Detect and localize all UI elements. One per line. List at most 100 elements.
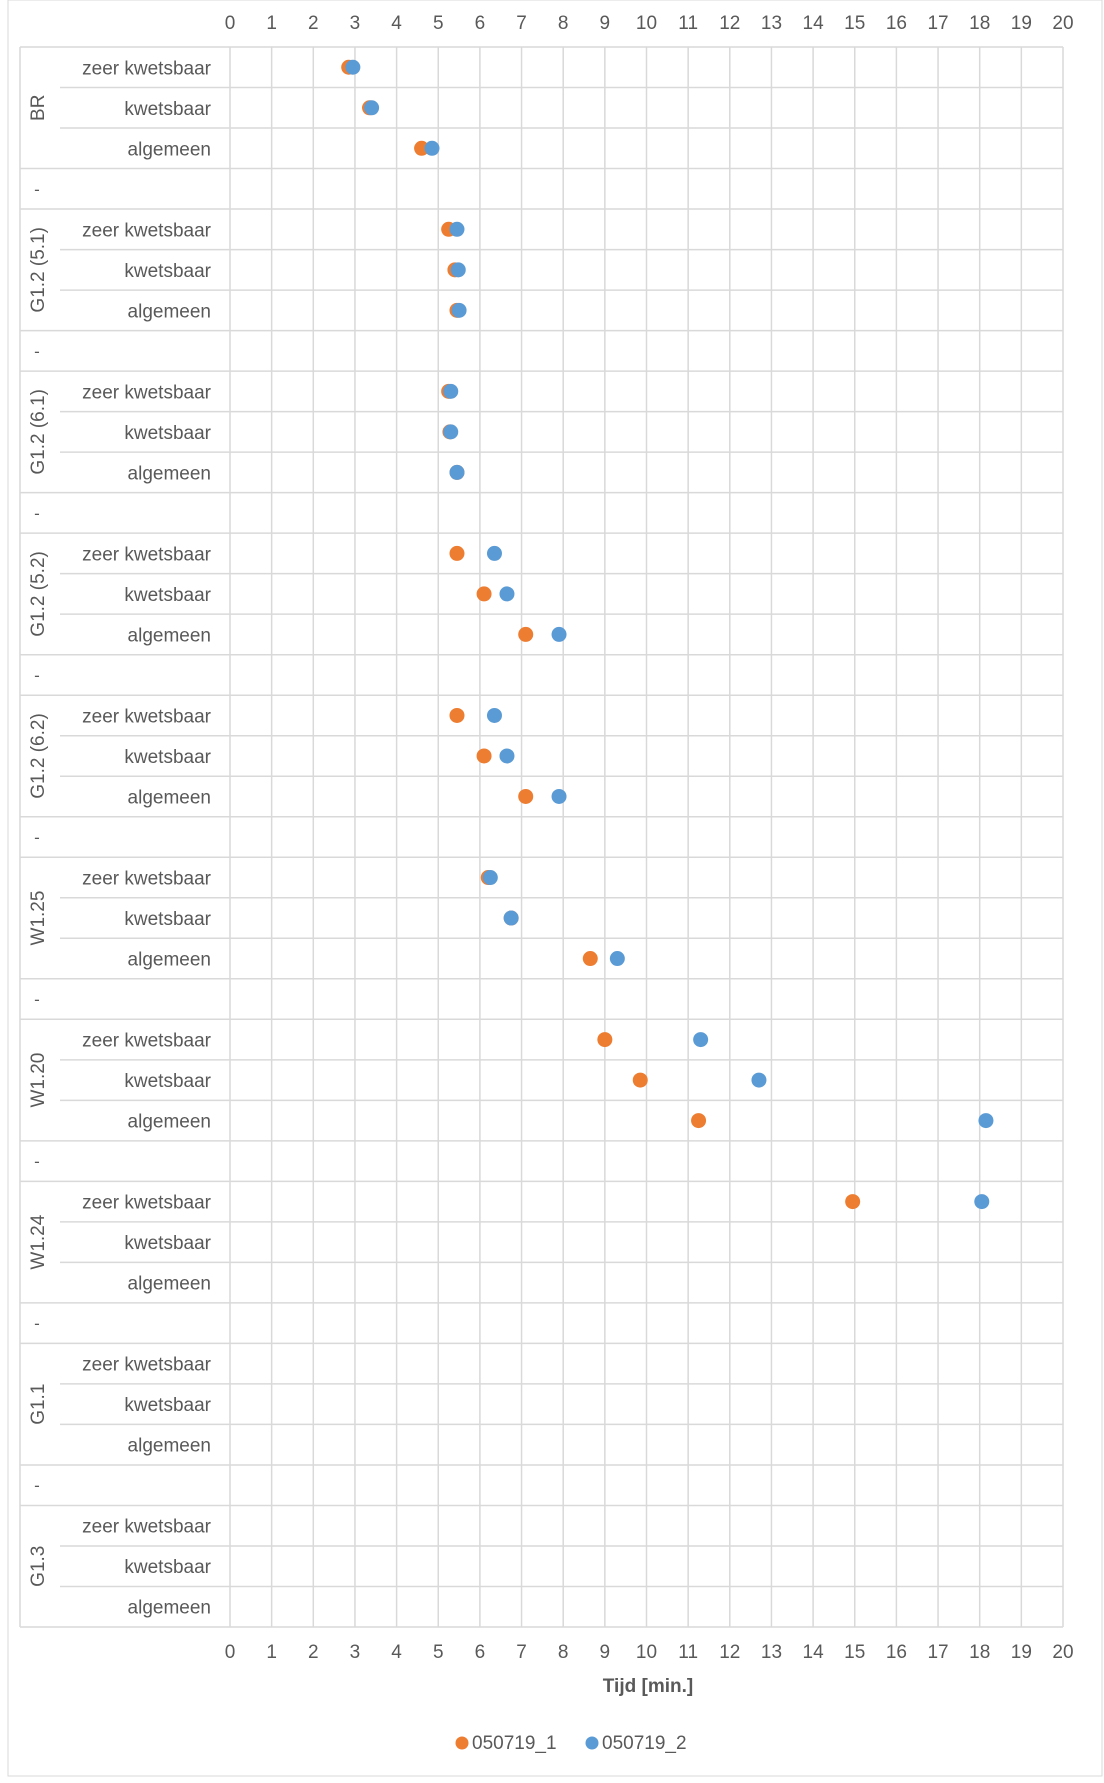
row-label: algemeen bbox=[128, 950, 211, 971]
data-point-050719_1 bbox=[518, 626, 534, 642]
data-point-050719_2 bbox=[450, 262, 466, 278]
separator-label: - bbox=[34, 180, 40, 199]
row-label: zeer kwetsbaar bbox=[82, 544, 212, 565]
x-tick-label-top: 5 bbox=[433, 13, 444, 34]
row-label: algemeen bbox=[128, 463, 211, 484]
legend-marker-050719_2 bbox=[585, 1736, 599, 1750]
row-label: zeer kwetsbaar bbox=[82, 869, 212, 890]
data-point-050719_1 bbox=[476, 748, 492, 764]
data-point-050719_2 bbox=[751, 1072, 767, 1088]
group-label: G1.3 bbox=[28, 1546, 49, 1587]
x-axis-title: Tijd [min.] bbox=[603, 1676, 693, 1697]
x-tick-label-bottom: 13 bbox=[761, 1642, 782, 1663]
x-tick-label-bottom: 7 bbox=[516, 1642, 527, 1663]
group-label: G1.1 bbox=[28, 1384, 49, 1425]
separator-label: - bbox=[34, 504, 40, 523]
x-tick-label-top: 19 bbox=[1011, 13, 1032, 34]
separator-label: - bbox=[34, 1314, 40, 1333]
data-points bbox=[341, 59, 994, 1210]
row-label: kwetsbaar bbox=[124, 747, 211, 768]
x-tick-label-top: 0 bbox=[225, 13, 236, 34]
separator-label: - bbox=[34, 1476, 40, 1495]
x-tick-label-top: 10 bbox=[636, 13, 657, 34]
data-point-050719_1 bbox=[597, 1032, 613, 1048]
legend-marker-050719_1 bbox=[455, 1736, 469, 1750]
row-label: algemeen bbox=[128, 301, 211, 322]
x-tick-label-bottom: 20 bbox=[1052, 1642, 1073, 1663]
x-tick-label-top: 8 bbox=[558, 13, 569, 34]
separator-label: - bbox=[34, 828, 40, 847]
data-point-050719_1 bbox=[449, 545, 465, 561]
data-point-050719_2 bbox=[499, 748, 515, 764]
separator-label: - bbox=[34, 1152, 40, 1171]
row-label: kwetsbaar bbox=[124, 261, 211, 282]
data-point-050719_2 bbox=[443, 383, 459, 399]
row-label: kwetsbaar bbox=[124, 909, 211, 930]
data-point-050719_2 bbox=[449, 464, 465, 480]
group-label: W1.25 bbox=[28, 891, 49, 946]
x-tick-label-top: 11 bbox=[678, 13, 698, 34]
data-point-050719_2 bbox=[443, 424, 459, 440]
x-tick-label-top: 15 bbox=[844, 13, 865, 34]
x-tick-label-bottom: 5 bbox=[433, 1642, 444, 1663]
row-label: kwetsbaar bbox=[124, 99, 211, 120]
group-label: G1.2 (6.1) bbox=[28, 389, 49, 475]
data-point-050719_2 bbox=[499, 586, 515, 602]
group-label: G1.2 (6.2) bbox=[28, 713, 49, 799]
data-point-050719_2 bbox=[451, 302, 467, 318]
group-label: G1.2 (5.1) bbox=[28, 227, 49, 313]
x-tick-label-bottom: 0 bbox=[225, 1642, 236, 1663]
row-label: algemeen bbox=[128, 1112, 211, 1133]
x-tick-label-bottom: 9 bbox=[600, 1642, 611, 1663]
row-label: algemeen bbox=[128, 787, 211, 808]
row-label: zeer kwetsbaar bbox=[82, 58, 212, 79]
legend-label: 050719_2 bbox=[602, 1733, 687, 1754]
x-tick-label-top: 13 bbox=[761, 13, 782, 34]
row-label: kwetsbaar bbox=[124, 423, 211, 444]
gridlines bbox=[19, 46, 1064, 1628]
data-point-050719_2 bbox=[486, 545, 502, 561]
x-tick-label-bottom: 19 bbox=[1011, 1642, 1032, 1663]
data-point-050719_1 bbox=[845, 1194, 861, 1210]
data-point-050719_2 bbox=[693, 1032, 709, 1048]
data-point-050719_1 bbox=[414, 140, 430, 156]
x-tick-label-top: 6 bbox=[475, 13, 486, 34]
chart-area bbox=[7, 0, 1103, 1777]
data-point-050719_1 bbox=[449, 707, 465, 723]
x-tick-label-bottom: 15 bbox=[844, 1642, 865, 1663]
row-label: kwetsbaar bbox=[124, 1071, 211, 1092]
row-label: algemeen bbox=[128, 625, 211, 646]
data-point-050719_1 bbox=[518, 788, 534, 804]
group-label: G1.2 (5.2) bbox=[28, 551, 49, 637]
row-label: kwetsbaar bbox=[124, 1557, 211, 1578]
row-label: zeer kwetsbaar bbox=[82, 1031, 212, 1052]
legend-label: 050719_1 bbox=[472, 1733, 557, 1754]
x-tick-label-top: 1 bbox=[266, 13, 277, 34]
x-tick-label-bottom: 2 bbox=[308, 1642, 319, 1663]
data-point-050719_2 bbox=[345, 59, 361, 75]
x-tick-label-top: 20 bbox=[1052, 13, 1073, 34]
x-tick-label-top: 17 bbox=[927, 13, 948, 34]
data-point-050719_2 bbox=[609, 951, 625, 967]
x-tick-label-top: 4 bbox=[391, 13, 402, 34]
group-label: W1.24 bbox=[28, 1214, 49, 1269]
separator-label: - bbox=[34, 666, 40, 685]
data-point-050719_2 bbox=[482, 870, 498, 886]
legend: 050719_1 050719_2 bbox=[455, 1733, 687, 1754]
x-tick-label-top: 12 bbox=[719, 13, 740, 34]
x-tick-label-top: 3 bbox=[350, 13, 361, 34]
data-point-050719_2 bbox=[974, 1194, 990, 1210]
x-tick-label-bottom: 17 bbox=[927, 1642, 948, 1663]
x-tick-label-bottom: 18 bbox=[969, 1642, 990, 1663]
x-tick-label-bottom: 8 bbox=[558, 1642, 569, 1663]
row-label: zeer kwetsbaar bbox=[82, 220, 212, 241]
x-tick-label-bottom: 6 bbox=[475, 1642, 486, 1663]
x-tick-label-top: 18 bbox=[969, 13, 990, 34]
group-label: W1.20 bbox=[28, 1053, 49, 1108]
data-point-050719_2 bbox=[486, 707, 502, 723]
data-point-050719_2 bbox=[364, 100, 380, 116]
row-label: zeer kwetsbaar bbox=[82, 1355, 212, 1376]
row-label: zeer kwetsbaar bbox=[82, 1517, 212, 1538]
row-label: algemeen bbox=[128, 1598, 211, 1619]
